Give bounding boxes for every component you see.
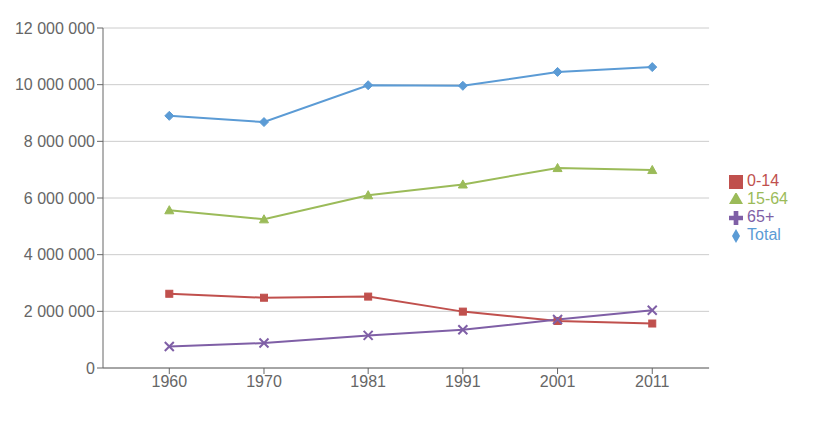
svg-text:1960: 1960	[151, 373, 187, 390]
svg-text:8 000 000: 8 000 000	[24, 133, 95, 150]
svg-text:10 000 000: 10 000 000	[15, 76, 95, 93]
html-text:65+: 65+	[747, 208, 775, 225]
svg-text:12 000 000: 12 000 000	[15, 20, 95, 37]
svg-text:0: 0	[86, 360, 95, 377]
svg-text:6 000 000: 6 000 000	[24, 190, 95, 207]
svg-text:2001: 2001	[540, 373, 576, 390]
svg-text:4 000 000: 4 000 000	[24, 246, 95, 263]
svg-text:2011: 2011	[635, 373, 670, 390]
svg-text:1970: 1970	[246, 373, 282, 390]
svg-text:1991: 1991	[445, 373, 481, 390]
html-text:0-14: 0-14	[747, 172, 780, 189]
html-text:Total: Total	[747, 226, 781, 243]
svg-text:1981: 1981	[350, 373, 386, 390]
svg-text:2 000 000: 2 000 000	[24, 303, 95, 320]
html-text:15-64: 15-64	[747, 190, 788, 207]
